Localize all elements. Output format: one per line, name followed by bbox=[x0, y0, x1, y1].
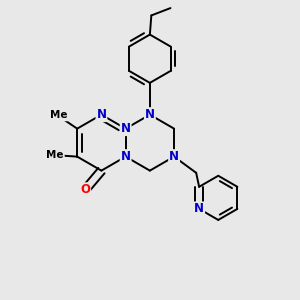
Text: Me: Me bbox=[50, 110, 68, 120]
Text: N: N bbox=[121, 150, 130, 163]
Text: N: N bbox=[169, 150, 179, 163]
Text: N: N bbox=[121, 122, 130, 135]
Text: O: O bbox=[80, 183, 90, 196]
Text: Me: Me bbox=[46, 150, 64, 160]
Text: N: N bbox=[96, 108, 106, 121]
Text: N: N bbox=[145, 108, 155, 121]
Text: N: N bbox=[194, 202, 204, 215]
